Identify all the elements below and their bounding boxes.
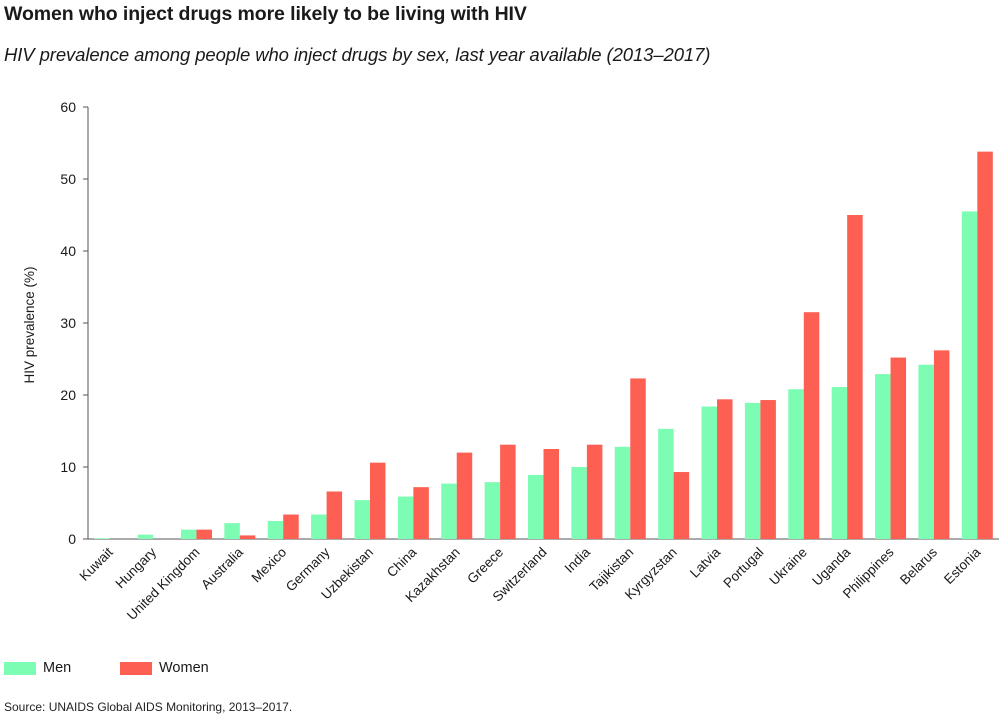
y-tick-label: 0 — [68, 531, 76, 547]
bar-women-belarus — [933, 350, 950, 539]
bar-men-uganda — [831, 387, 848, 539]
bar-men-china — [397, 496, 414, 539]
legend-label-men: Men — [43, 660, 72, 676]
x-tick-label: Portugal — [720, 545, 766, 591]
bar-women-uzbekistan — [369, 462, 386, 539]
bar-women-uganda — [847, 215, 863, 539]
bar-men-united-kingdom — [180, 529, 197, 539]
bar-men-hungary — [137, 534, 154, 539]
bar-women-germany — [326, 491, 343, 539]
bar-men-portugal — [744, 402, 761, 539]
y-tick-label: 40 — [60, 243, 76, 259]
bar-men-ukraine — [788, 389, 804, 539]
y-tick-label: 60 — [60, 99, 76, 115]
bar-men-uzbekistan — [354, 500, 370, 539]
y-tick-label: 10 — [60, 459, 76, 475]
bar-men-kuwait — [94, 538, 110, 539]
bar-men-switzerland — [528, 474, 544, 539]
x-tick-label: China — [384, 544, 420, 580]
x-tick-label: Ukraine — [766, 545, 810, 589]
x-tick-label: Estonia — [941, 544, 984, 587]
legend-swatch-women — [120, 662, 152, 675]
bar-women-latvia — [717, 399, 733, 539]
x-tick-label: India — [562, 544, 594, 576]
bar-men-kyrgyzstan — [658, 428, 674, 539]
bar-women-switzerland — [543, 449, 559, 539]
bar-women-mexico — [283, 514, 299, 539]
y-tick-label: 30 — [60, 315, 76, 331]
y-axis-label: HIV prevalence (%) — [22, 266, 37, 383]
bar-men-kazakhstan — [441, 483, 457, 539]
bar-women-kazakhstan — [456, 452, 473, 539]
bar-women-india — [586, 444, 603, 539]
bar-women-united-kingdom — [196, 529, 212, 539]
y-tick-label: 50 — [60, 171, 76, 187]
x-tick-label: Uganda — [809, 544, 853, 588]
chart-subtitle: HIV prevalence among people who inject d… — [4, 44, 711, 65]
x-tick-label: Kuwait — [77, 544, 116, 583]
bar-women-portugal — [760, 400, 776, 539]
bar-women-australia — [239, 535, 256, 539]
legend-label-women: Women — [159, 660, 209, 676]
bar-women-china — [413, 487, 429, 539]
bar-women-philippines — [890, 357, 907, 539]
bar-women-ukraine — [803, 312, 820, 539]
x-tick-label: Mexico — [248, 545, 289, 586]
bar-men-greece — [484, 482, 501, 539]
x-tick-label: Australia — [198, 544, 246, 592]
bar-women-kyrgyzstan — [673, 472, 690, 539]
bar-men-estonia — [961, 211, 978, 539]
bar-men-latvia — [701, 406, 718, 539]
bar-men-philippines — [875, 374, 891, 539]
bar-men-india — [571, 467, 587, 539]
y-tick-label: 20 — [60, 387, 76, 403]
bar-men-tajikistan — [614, 446, 631, 539]
x-tick-label: Latvia — [687, 544, 723, 580]
chart-title: Women who inject drugs more likely to be… — [4, 3, 527, 25]
legend: Men Women — [0, 659, 260, 681]
bar-men-mexico — [267, 521, 284, 539]
bar-men-germany — [311, 514, 327, 539]
bar-men-australia — [224, 523, 240, 539]
x-tick-label: Greece — [464, 545, 506, 587]
legend-swatch-men — [4, 662, 36, 675]
source-note: Source: UNAIDS Global AIDS Monitoring, 2… — [4, 700, 293, 714]
bar-women-estonia — [977, 151, 993, 539]
x-tick-label: Belarus — [897, 544, 940, 587]
bar-women-greece — [500, 444, 516, 539]
bar-women-tajikistan — [630, 378, 646, 539]
bar-men-belarus — [918, 364, 934, 539]
